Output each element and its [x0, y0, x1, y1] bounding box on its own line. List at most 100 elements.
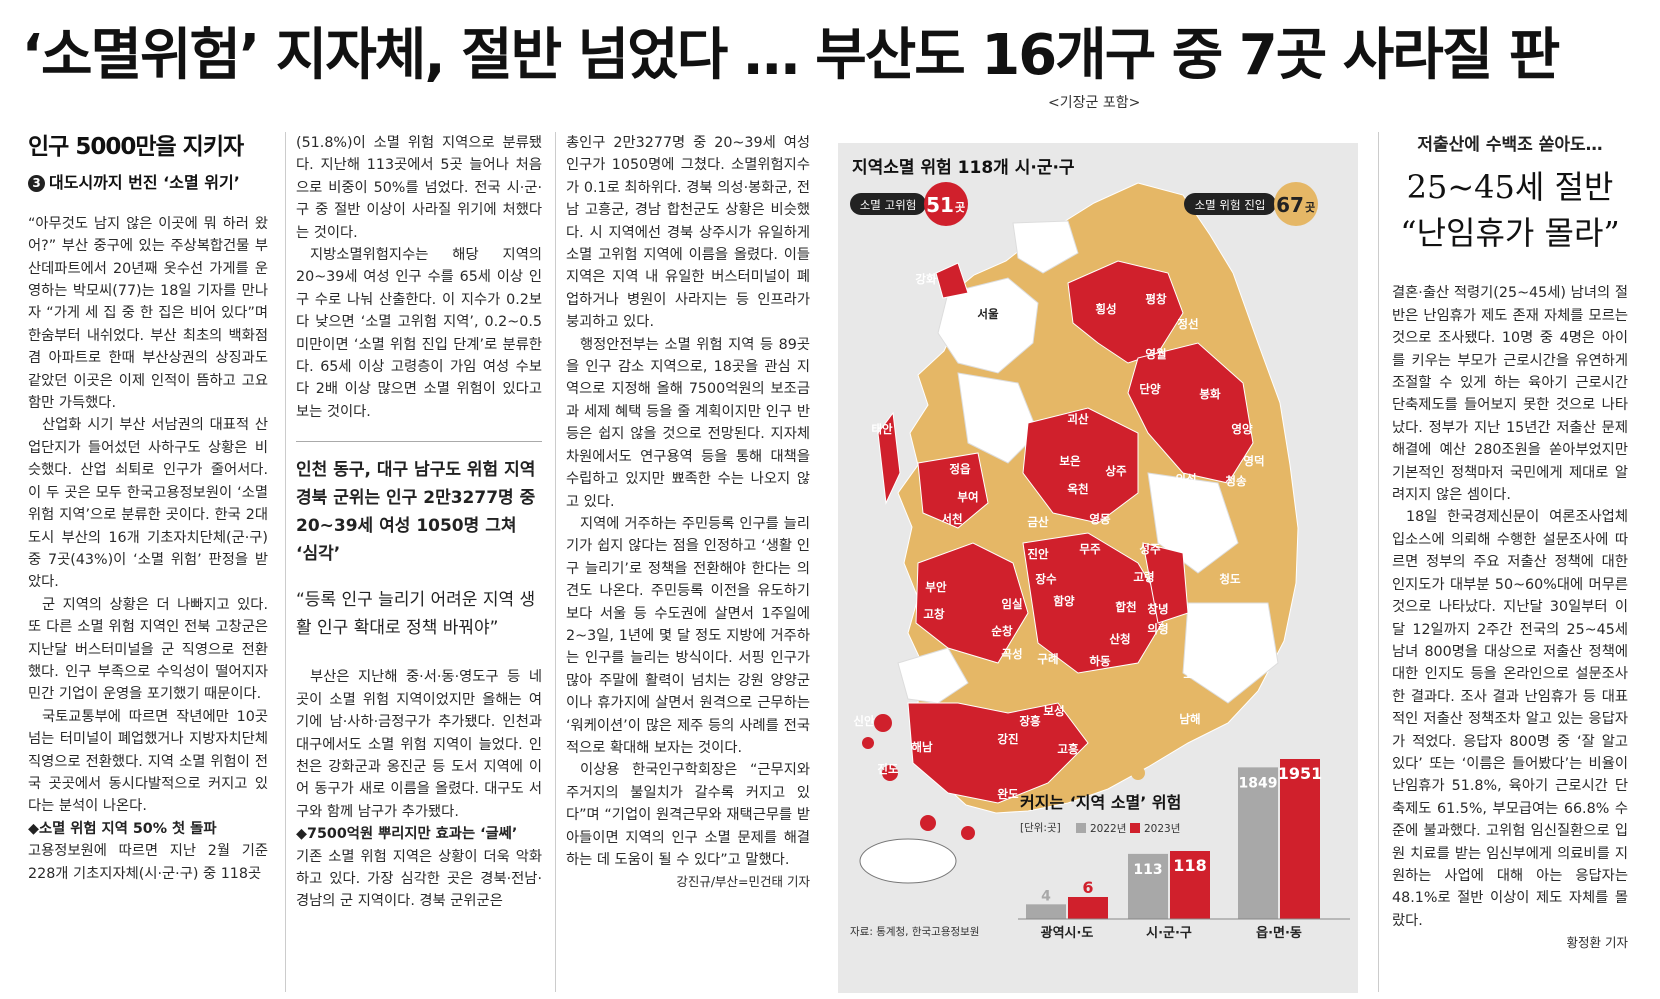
map-label: 순창 — [991, 624, 1013, 638]
map-label: 강화 — [915, 272, 937, 286]
map-label: 영월 — [1145, 347, 1166, 361]
pull-quote: 인천 동구, 대구 남구도 위험 지역 경북 군위는 인구 2만3277명 중 … — [296, 441, 542, 568]
map-label: 남해 — [1179, 712, 1200, 726]
body-paragraph: 산업화 시기 부산 서남권의 대표적 산업단지가 들어섰던 사하구도 상황은 비… — [28, 417, 268, 591]
section-heading: ◆7500억원 뿌리지만 효과는 ‘글쎄’ — [296, 826, 518, 843]
bar-2022년 — [1238, 767, 1278, 919]
badge-high-risk: 소멸 고위험 51 곳 — [850, 182, 968, 226]
map-label: 의령 — [1147, 622, 1168, 636]
map-label: 진도 — [877, 762, 899, 776]
map-zone-gwangju — [897, 647, 969, 704]
map-zone-central-west — [957, 372, 1039, 464]
badge-high-value: 51 — [926, 193, 954, 217]
map-label: 고창 — [923, 607, 945, 621]
article-column-5: 저출산에 수백조 쏟아도… 25~45세 절반 “난임휴가 몰라” 결혼·출산 … — [1392, 132, 1628, 955]
map-label: 군위 — [1177, 510, 1198, 524]
badge-entry-value: 67 — [1276, 193, 1304, 217]
category-label: 광역시·도 — [1041, 925, 1094, 941]
map-island — [961, 826, 975, 840]
body-paragraph: 기존 소멸 위험 지역은 상황이 더욱 악화하고 있다. 가장 심각한 곳은 경… — [296, 848, 542, 910]
map-label: 영양 — [1231, 422, 1253, 436]
map-island — [920, 815, 936, 831]
map-island — [882, 765, 898, 781]
map-zone-jeonnam — [907, 702, 1089, 804]
map-label: 영덕 — [1243, 454, 1264, 468]
bar-value-label: 4 — [1041, 888, 1051, 904]
map-island — [1131, 766, 1145, 780]
map-label: 옥천 — [1067, 482, 1088, 496]
map-label: 단양 — [1139, 382, 1161, 396]
map-zone-jeonbuk — [915, 542, 1029, 664]
series-subtitle-text: 대도시까지 번진 ‘소멸 위기’ — [49, 173, 240, 193]
map-label: 정읍 — [949, 462, 971, 476]
map-label: 신안 — [853, 714, 875, 728]
map-island — [862, 737, 874, 749]
bar-value-label: 1849 — [1239, 775, 1278, 791]
map-zone-north — [1012, 220, 1079, 274]
body-paragraph: “아무것도 남지 않은 이곳에 뭐 하러 왔어?” 부산 중구에 있는 주상복합… — [28, 215, 268, 412]
map-label: 무주 — [1079, 542, 1101, 556]
article-column-1: 인구 5000만을 지키자 3 대도시까지 번진 ‘소멸 위기’ “아무것도 남… — [28, 132, 268, 885]
body-paragraph: 부산은 지난해 중·서·동·영도구 등 네 곳이 소멸 위험 지역이었지만 올해… — [296, 669, 542, 820]
legend-swatch-2023 — [1130, 823, 1140, 833]
badge-entry-risk: 소멸 위험 진입 67 곳 — [1184, 182, 1318, 226]
bar-value-label: 113 — [1133, 862, 1162, 878]
badge-high-label: 소멸 고위험 — [860, 198, 917, 212]
legend-label-2023: 2023년 — [1144, 823, 1180, 835]
map-label: 창녕 — [1147, 602, 1168, 616]
body-paragraph: 행정안전부는 소멸 위험 지역 등 89곳을 인구 감소 지역으로, 18곳을 … — [566, 336, 810, 510]
map-label: 영동 — [1089, 512, 1111, 526]
map-label: 곡성 — [1001, 647, 1022, 661]
map-label: 장수 — [1035, 572, 1057, 586]
legend-swatch-2022 — [1076, 823, 1086, 833]
body-paragraph: 이상용 한국인구학회장은 “근무지와 주거지의 불일치가 갈수록 커지고 있다”… — [566, 762, 810, 868]
article-column-2: (51.8%)이 소멸 위험 지역으로 분류됐다. 지난해 113곳에서 5곳 … — [296, 132, 542, 913]
bar-2023년 — [1170, 851, 1210, 919]
map-label: 청송 — [1225, 474, 1247, 488]
badge-entry-label: 소멸 위험 진입 — [1195, 198, 1266, 212]
map-zone-gyeongbuk-south — [1142, 542, 1189, 624]
bar-2022년 — [1026, 904, 1066, 919]
map-label: 청도 — [1219, 572, 1241, 586]
bar-value-label: 118 — [1173, 856, 1206, 875]
body-paragraph: 총인구 2만3277명 중 20~39세 여성 인구가 1050명에 그쳤다. … — [566, 135, 810, 331]
headline: ‘소멸위험’ 지자체, 절반 넘었다 … 부산도 16개구 중 7곳 사라질 판 — [21, 23, 1561, 88]
map-label: 정선 — [1177, 317, 1198, 331]
body-paragraph: 고용정보원에 따르면 지난 2월 기준 228개 기초지자체(시·군·구) 중 … — [28, 843, 268, 882]
map-label: 횡성 — [1095, 302, 1116, 316]
map-label: 함양 — [1053, 594, 1075, 608]
map-label: 금산 — [1027, 515, 1049, 529]
body-paragraph: 지방소멸위험지수는 해당 지역의 20~39세 여성 인구 수를 65세 이상 … — [296, 247, 542, 420]
map-label: 상주 — [1105, 464, 1127, 478]
map-zone-gyeongbuk-north — [1127, 342, 1254, 484]
map-label: 부안 — [925, 580, 947, 594]
category-label: 읍·면·동 — [1256, 925, 1302, 941]
badge-high-unit: 곳 — [955, 201, 965, 214]
pull-quote: “등록 인구 늘리기 어려운 지역 생활 인구 확대로 정책 바꿔야” — [296, 590, 536, 639]
body-paragraph: 국토교통부에 따르면 작년에만 10곳 넘는 터미널이 폐업했거나 지방자치단체… — [28, 708, 268, 815]
korea-map — [859, 182, 1299, 884]
map-zone-ganghwa — [935, 262, 969, 299]
bar-value-label: 1951 — [1278, 764, 1323, 783]
map-label: 하동 — [1089, 654, 1111, 668]
infographic-title: 지역소멸 위험 118개 시·군·구 — [852, 157, 1075, 178]
body-paragraph: 결혼·출산 적령기(25~45세) 남녀의 절반은 난임휴가 제도 존재 자체를… — [1392, 285, 1628, 504]
bar-value-label: 6 — [1082, 878, 1093, 897]
map-jeju — [859, 838, 957, 884]
map-label: 고성 — [1183, 667, 1204, 681]
map-label: 진안 — [1027, 547, 1049, 561]
map-label: 고령 — [1133, 570, 1154, 584]
infographic-svg: 지역소멸 위험 118개 시·군·구 — [838, 143, 1358, 993]
map-label: 강진 — [997, 732, 1018, 746]
map-label: 태안 — [871, 422, 893, 436]
section-heading: ◆소멸 위험 지역 50% 첫 돌파 — [28, 820, 217, 837]
badge-entry-unit: 곳 — [1305, 201, 1315, 214]
side-headline-line1: 25~45세 절반 — [1406, 168, 1614, 207]
map-label: 서천 — [941, 512, 962, 526]
column-divider — [555, 132, 556, 992]
byline: 황정환 기자 — [1566, 935, 1628, 951]
bar-2023년 — [1280, 759, 1320, 919]
map-label: 부여 — [957, 490, 978, 504]
